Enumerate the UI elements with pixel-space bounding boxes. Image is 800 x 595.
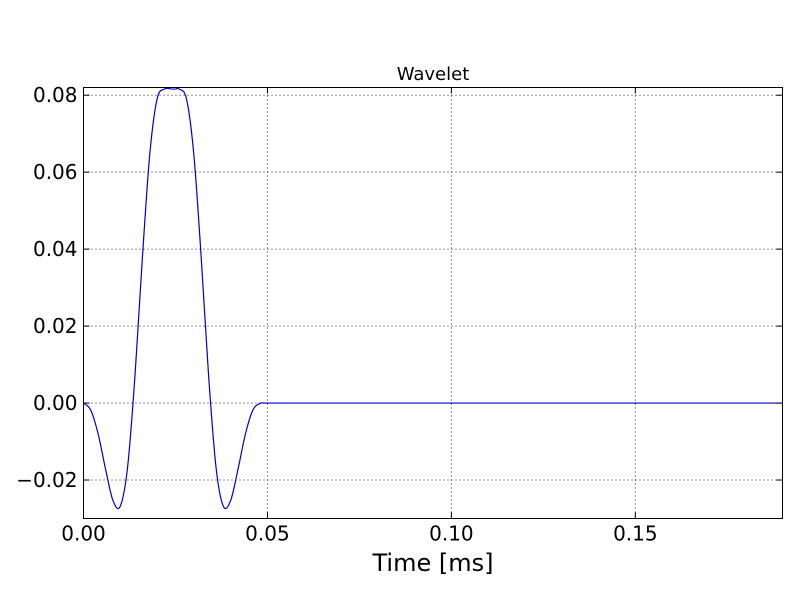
plot-area bbox=[83, 87, 783, 510]
x-tick-label: 0.05 bbox=[245, 522, 290, 546]
y-tick-label: −0.02 bbox=[16, 468, 77, 492]
x-tick-label: 0.10 bbox=[429, 522, 474, 546]
chart-title: Wavelet bbox=[397, 64, 470, 85]
y-axis: −0.02 0.00 0.02 0.04 0.06 0.08 bbox=[16, 83, 783, 492]
wavelet-series-line bbox=[83, 87, 783, 510]
y-tick-label: 0.00 bbox=[33, 391, 78, 415]
y-tick-label: 0.02 bbox=[33, 314, 78, 338]
y-tick-label: 0.08 bbox=[33, 83, 78, 107]
y-tick-label: 0.06 bbox=[33, 160, 78, 184]
x-tick-label: 0.15 bbox=[613, 522, 658, 546]
x-axis-label: Time [ms] bbox=[372, 549, 494, 577]
y-tick-label: 0.04 bbox=[33, 237, 78, 261]
x-tick-label: 0.00 bbox=[61, 522, 106, 546]
axes-frame bbox=[83, 87, 783, 519]
x-axis: 0.00 0.05 0.10 0.15 bbox=[61, 87, 658, 546]
grid-lines bbox=[83, 87, 783, 519]
